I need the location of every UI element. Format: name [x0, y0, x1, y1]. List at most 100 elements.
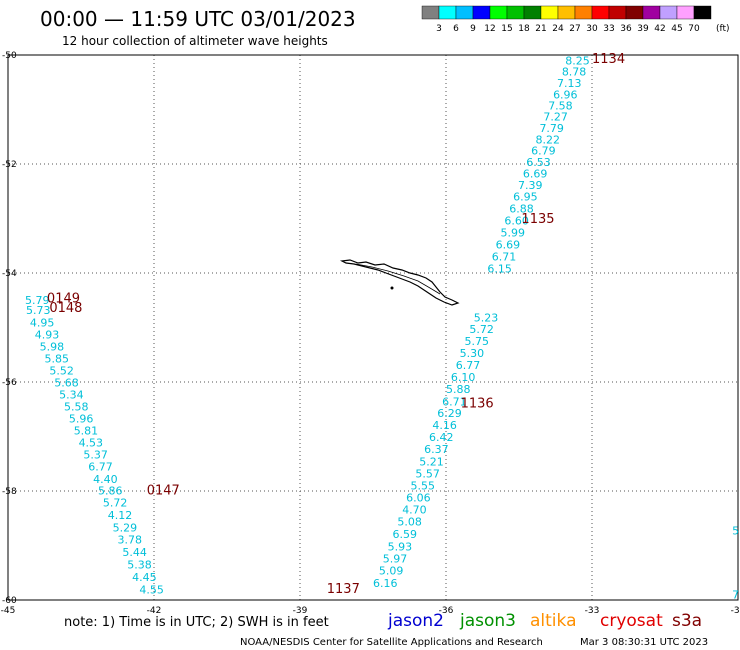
swh-value-east: 6.95 — [513, 191, 538, 204]
swh-value-east: 7.39 — [518, 179, 543, 192]
swh-value-west: 5.44 — [122, 546, 147, 559]
colorbar-swatch — [557, 5, 576, 20]
swh-value-west: 5.96 — [69, 412, 94, 425]
swh-value-east: 5.99 — [501, 226, 526, 239]
colorbar-label: 12 — [484, 24, 495, 34]
swh-value-west: 5.98 — [40, 340, 64, 353]
swh-value-east: 6.37 — [424, 443, 449, 456]
swh-value-east: 6.15 — [487, 262, 512, 275]
swh-value-west: 4.93 — [35, 328, 60, 341]
lat-tick-label: -52 — [2, 160, 17, 170]
swh-value-east: 4.16 — [432, 419, 457, 432]
swh-value-east: 7.13 — [557, 77, 582, 90]
swh-value-east: 6.60 — [504, 214, 529, 227]
colorbar-label: 15 — [501, 24, 512, 34]
swh-value-east: 7.58 — [548, 100, 573, 113]
colorbar-swatch — [676, 5, 695, 20]
colorbar-swatch — [625, 5, 644, 20]
swh-value-west: 6.77 — [88, 460, 113, 473]
swh-value-east: 5.88 — [446, 383, 471, 396]
swh-value-east: 5.21 — [419, 455, 444, 468]
colorbar-swatch — [608, 5, 627, 20]
pass-number-label: 1134 — [592, 52, 625, 67]
colorbar-swatch — [489, 5, 508, 20]
swh-value-west: 4.53 — [79, 436, 104, 449]
swh-value-west: 4.95 — [30, 316, 55, 329]
swh-value-east: 5.93 — [388, 540, 413, 553]
swh-value-east: 5.72 — [469, 323, 494, 336]
swh-value-edge: 5 — [732, 525, 739, 538]
map-title: 00:00 — 11:59 UTC 03/01/2023 — [40, 7, 356, 31]
swh-value-east: 5.97 — [383, 552, 408, 565]
footer-timestamp: Mar 3 08:30:31 UTC 2023 — [580, 637, 708, 648]
colorbar-swatch — [574, 5, 593, 20]
swh-value-east: 6.96 — [553, 89, 578, 102]
lon-tick-label: -30 — [731, 606, 740, 616]
swh-value-west: 5.52 — [49, 364, 74, 377]
map-subtitle: 12 hour collection of altimeter wave hei… — [62, 34, 328, 48]
swh-value-west: 5.58 — [64, 400, 89, 413]
swh-value-west: 4.55 — [139, 583, 164, 596]
colorbar-label: 42 — [654, 24, 665, 34]
swh-value-east: 6.77 — [456, 359, 481, 372]
swh-value-east: 6.69 — [523, 168, 548, 181]
swh-value-east: 6.10 — [451, 371, 476, 384]
swh-value-east: 5.75 — [464, 335, 489, 348]
colorbar-swatch — [523, 5, 542, 20]
map-frame — [7, 54, 739, 601]
colorbar-swatch — [591, 5, 610, 20]
pass-number-label: 0149 — [47, 291, 80, 306]
pass-number-label: 1136 — [461, 397, 494, 412]
colorbar-label: 9 — [470, 24, 476, 34]
swh-value-west: 5.86 — [98, 484, 123, 497]
colorbar-swatch — [693, 5, 712, 20]
swh-value-east: 6.42 — [429, 431, 454, 444]
satellite-legend-jason2: jason2 — [387, 611, 444, 631]
island-ridge-line — [355, 263, 441, 295]
swh-value-east: 6.71 — [442, 395, 467, 408]
swh-value-east: 6.53 — [526, 156, 551, 169]
swh-value-west: 5.72 — [103, 496, 128, 509]
swh-value-east: 5.30 — [460, 347, 485, 360]
swh-value-east: 4.70 — [402, 503, 427, 516]
colorbar-label: 36 — [620, 24, 632, 34]
swh-value-east: 6.69 — [496, 238, 521, 251]
colorbar-swatch — [506, 5, 525, 20]
colorbar-label: 33 — [603, 24, 614, 34]
swh-value-west: 5.68 — [54, 376, 79, 389]
colorbar-swatch — [540, 5, 559, 20]
colorbar-label: 3 — [436, 24, 442, 34]
lat-tick-label: -54 — [2, 269, 17, 279]
colorbar-unit: (ft) — [716, 24, 730, 34]
swh-value-east: 8.22 — [536, 133, 561, 146]
swh-value-west: 5.81 — [74, 424, 99, 437]
pass-number-label: 0148 — [49, 301, 82, 316]
swh-value-east: 8.78 — [562, 66, 587, 79]
swh-value-edge: 7 — [732, 588, 739, 601]
colorbar-swatch — [472, 5, 491, 20]
colorbar-label: 6 — [453, 24, 459, 34]
colorbar-label: 21 — [535, 24, 546, 34]
swh-value-west: 5.34 — [59, 388, 84, 401]
swh-value-west: 5.73 — [26, 304, 51, 317]
footer-credit: NOAA/NESDIS Center for Satellite Applica… — [240, 637, 543, 648]
small-islet-marker — [390, 286, 394, 290]
axis-ticks: -45 -42 -39 -36 -33 -30 -50 -52 -54 -56 -58 -60 — [1, 51, 740, 616]
swh-value-east: 5.57 — [415, 467, 440, 480]
colorbar-label: 45 — [671, 24, 682, 34]
swh-value-west: 5.38 — [127, 558, 152, 571]
swh-value-east: 7.27 — [543, 110, 568, 123]
swh-value-east: 6.06 — [406, 491, 431, 504]
lat-tick-label: -58 — [2, 487, 17, 497]
swh-value-west: 5.85 — [45, 352, 70, 365]
satellite-legend: jason2 jason3 altika cryosat s3a — [387, 611, 702, 631]
satellite-legend-cryosat: cryosat — [600, 611, 663, 631]
lat-tick-label: -50 — [2, 51, 17, 61]
swh-value-west: 5.79 — [25, 294, 50, 307]
colorbar-label: 18 — [518, 24, 530, 34]
swh-value-west: 5.29 — [113, 521, 138, 534]
swh-value-east: 6.59 — [392, 528, 417, 541]
colorbar-swatch — [421, 5, 440, 20]
pass-number-label: 1135 — [521, 212, 554, 227]
